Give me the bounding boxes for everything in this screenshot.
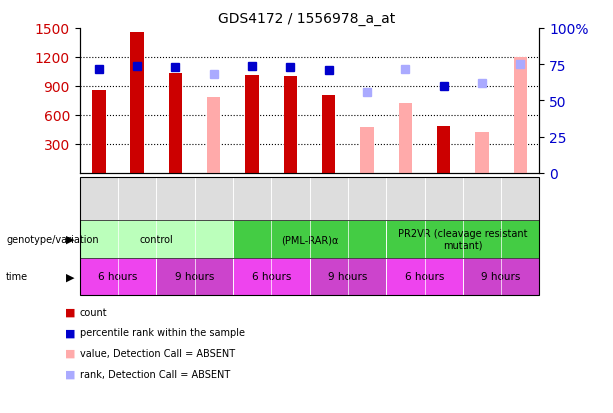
Text: genotype/variation: genotype/variation	[6, 235, 99, 244]
Text: 9 hours: 9 hours	[328, 272, 368, 282]
Bar	[360, 127, 374, 173]
Text: control: control	[139, 235, 173, 244]
Text: 6 hours: 6 hours	[251, 272, 291, 282]
Bar	[169, 74, 182, 173]
Text: ▶: ▶	[66, 235, 75, 244]
Bar	[322, 95, 335, 173]
Text: ■: ■	[65, 307, 76, 317]
Bar	[398, 104, 412, 173]
Bar	[475, 133, 489, 173]
Text: 6 hours: 6 hours	[98, 272, 138, 282]
Bar	[284, 77, 297, 173]
Bar	[245, 76, 259, 173]
Text: value, Detection Call = ABSENT: value, Detection Call = ABSENT	[80, 348, 235, 358]
Bar	[207, 97, 221, 173]
Bar	[514, 58, 527, 173]
Text: count: count	[80, 307, 107, 317]
Text: PR2VR (cleavage resistant
mutant): PR2VR (cleavage resistant mutant)	[398, 229, 528, 250]
Text: percentile rank within the sample: percentile rank within the sample	[80, 328, 245, 337]
Text: (PML-RAR)α: (PML-RAR)α	[281, 235, 338, 244]
Text: 6 hours: 6 hours	[405, 272, 444, 282]
Text: ■: ■	[65, 348, 76, 358]
Text: time: time	[6, 272, 28, 282]
Text: 9 hours: 9 hours	[175, 272, 215, 282]
Text: GDS4172 / 1556978_a_at: GDS4172 / 1556978_a_at	[218, 12, 395, 26]
Text: rank, Detection Call = ABSENT: rank, Detection Call = ABSENT	[80, 369, 230, 379]
Text: ■: ■	[65, 328, 76, 337]
Bar	[437, 126, 451, 173]
Text: ■: ■	[65, 369, 76, 379]
Text: 9 hours: 9 hours	[481, 272, 521, 282]
Bar	[92, 90, 105, 173]
Bar	[131, 33, 144, 173]
Text: ▶: ▶	[66, 272, 75, 282]
